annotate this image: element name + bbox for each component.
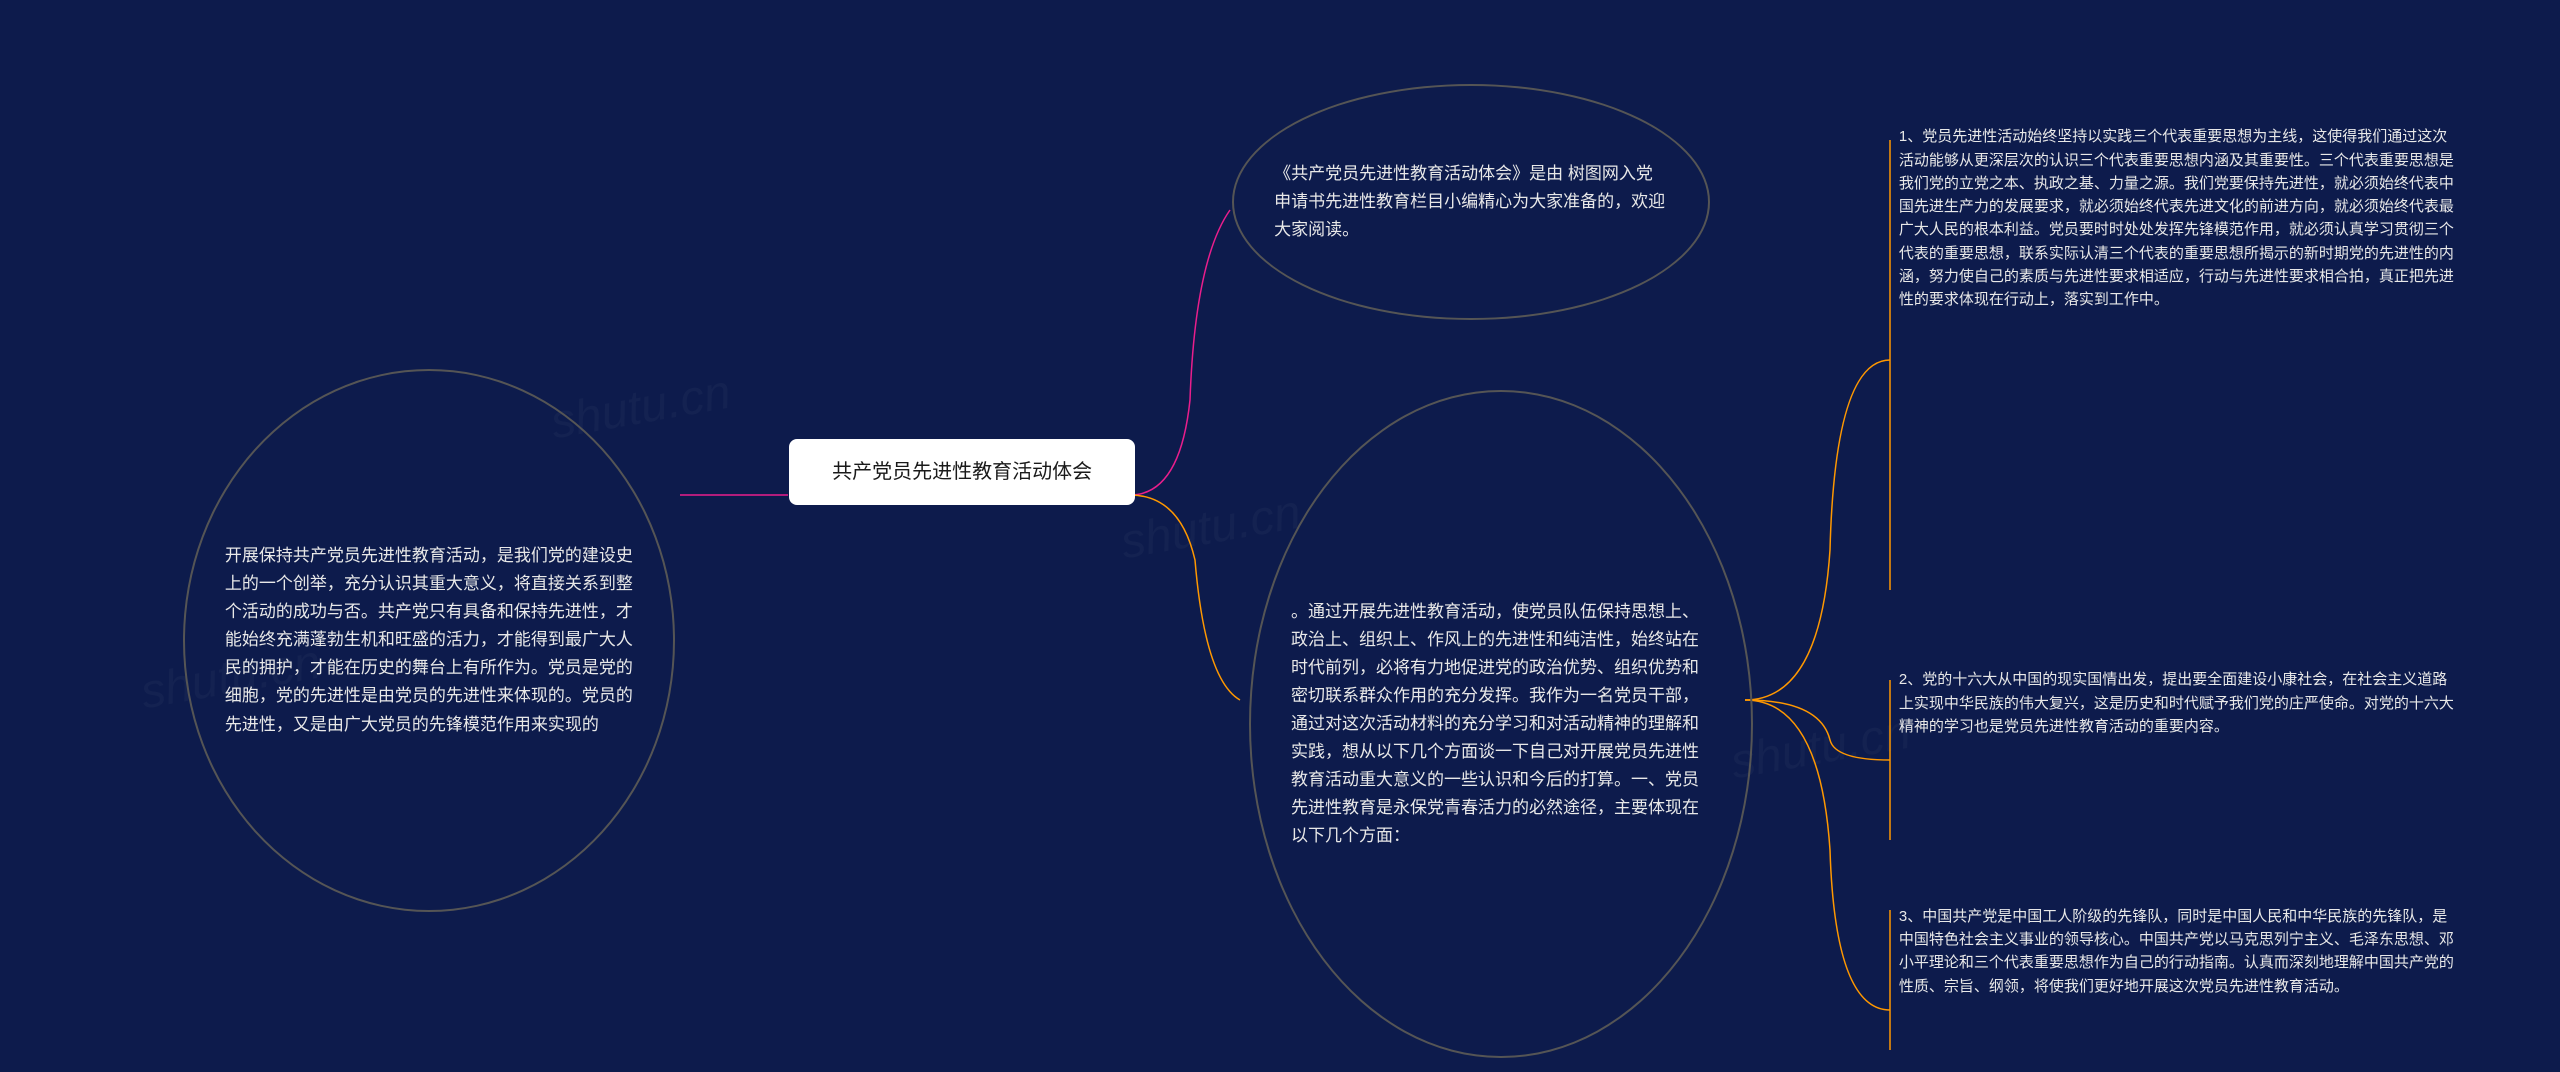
center-node[interactable]: 共产党员先进性教育活动体会: [789, 439, 1135, 505]
top-bubble[interactable]: 《共产党员先进性教育活动体会》是由 树图网入党申请书先进性教育栏目小编精心为大家…: [1232, 84, 1710, 321]
leaf-text: 2、党的十六大从中国的现实国情出发，提出要全面建设小康社会，在社会主义道路上实现…: [1899, 671, 2454, 735]
top-bubble-text: 《共产党员先进性教育活动体会》是由 树图网入党申请书先进性教育栏目小编精心为大家…: [1274, 160, 1668, 244]
leaf-text: 1、党员先进性活动始终坚持以实践三个代表重要思想为主线，这使得我们通过这次活动能…: [1899, 128, 2454, 308]
right-bubble[interactable]: 。通过开展先进性教育活动，使党员队伍保持思想上、政治上、组织上、作风上的先进性和…: [1249, 390, 1753, 1058]
leaf-text: 3、中国共产党是中国工人阶级的先锋队，同时是中国人民和中华民族的先锋队，是中国特…: [1899, 908, 2454, 995]
leaf-node-3[interactable]: 3、中国共产党是中国工人阶级的先锋队，同时是中国人民和中华民族的先锋队，是中国特…: [1899, 905, 2462, 998]
left-bubble-text: 开展保持共产党员先进性教育活动，是我们党的建设史上的一个创举，充分认识其重大意义…: [225, 542, 633, 738]
left-bubble[interactable]: 开展保持共产党员先进性教育活动，是我们党的建设史上的一个创举，充分认识其重大意义…: [183, 369, 675, 912]
leaf-node-2[interactable]: 2、党的十六大从中国的现实国情出发，提出要全面建设小康社会，在社会主义道路上实现…: [1899, 668, 2462, 738]
right-bubble-text: 。通过开展先进性教育活动，使党员队伍保持思想上、政治上、组织上、作风上的先进性和…: [1291, 598, 1711, 850]
center-text: 共产党员先进性教育活动体会: [832, 461, 1092, 483]
leaf-node-1[interactable]: 1、党员先进性活动始终坚持以实践三个代表重要思想为主线，这使得我们通过这次活动能…: [1899, 125, 2462, 311]
